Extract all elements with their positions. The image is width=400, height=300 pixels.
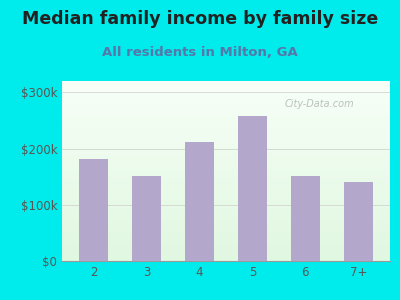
Bar	[344, 182, 373, 261]
Bar	[185, 142, 214, 261]
Text: All residents in Milton, GA: All residents in Milton, GA	[102, 46, 298, 59]
Bar	[238, 116, 267, 261]
Bar	[291, 176, 320, 261]
Bar	[132, 176, 161, 261]
Bar	[79, 159, 108, 261]
Text: Median family income by family size: Median family income by family size	[22, 11, 378, 28]
Text: City-Data.com: City-Data.com	[285, 99, 355, 110]
